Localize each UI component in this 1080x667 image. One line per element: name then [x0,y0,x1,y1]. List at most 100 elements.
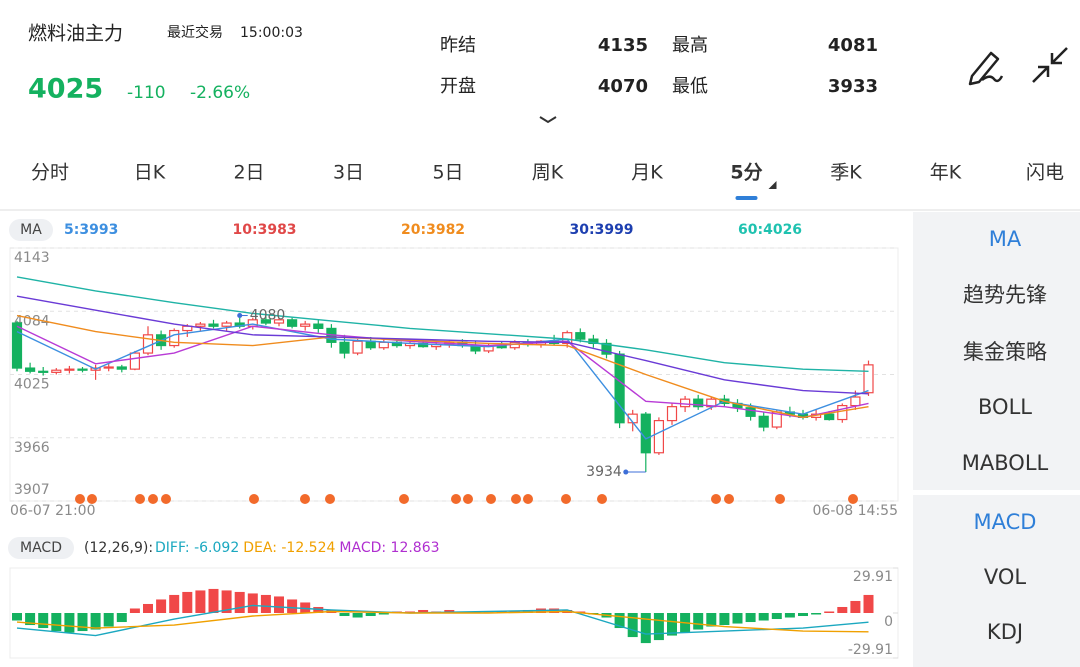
collapse-icon[interactable] [1032,47,1068,83]
ma-label: MA [20,222,42,238]
candle-body [260,319,271,324]
macd-bar [247,593,258,613]
side-menu-divider [913,490,1080,495]
price-change-pct: -2.66% [190,83,250,103]
stat-label: 最低 [672,76,708,97]
signal-dot [511,494,521,504]
price-change: -110 [127,83,166,103]
macd-bar [745,613,756,623]
candle-body [129,352,140,370]
candle-body [208,323,219,327]
stat-value: 4081 [828,35,878,56]
candle-body [38,370,49,373]
ma-line [16,295,869,395]
ma-line [16,276,869,372]
indicator-option[interactable]: BOLL [978,395,1032,419]
stat-label: 开盘 [440,76,476,97]
indicator-option[interactable]: MACD [974,510,1037,534]
candle-body [77,368,88,371]
period-tab[interactable]: 5日 [432,162,463,184]
candle-body [824,413,835,421]
candle-body [103,366,114,369]
indicator-option[interactable]: MA [989,227,1022,251]
indicator-option[interactable]: MABOLL [962,451,1049,475]
macd-bar [798,613,808,617]
macd-bar [51,613,62,632]
candle-body [575,332,586,340]
macd-bar [444,609,455,613]
period-tab[interactable]: 2日 [233,162,264,184]
signal-dot [848,494,858,504]
max-label: 4080 [250,308,286,324]
stat-label: 最高 [672,35,708,56]
macd-bar [640,613,651,644]
period-tab[interactable]: 分时 [31,162,69,184]
period-tab[interactable]: 闪电 [1026,162,1064,184]
period-tab[interactable]: 3日 [333,162,364,184]
macd-bar [837,606,848,613]
macd-bar [667,613,677,636]
macd-bar [274,596,284,613]
ma-legend: 20:3982 [401,222,465,238]
macd-bar [90,613,101,630]
candle-body [142,334,154,354]
ma-legend: 30:3999 [570,222,634,238]
period-tab[interactable]: 5分 [730,162,762,184]
signal-dot [597,494,607,504]
macd-bar [300,602,311,613]
period-tab[interactable]: 月K [631,162,663,184]
indicator-option[interactable]: VOL [984,565,1027,589]
macd-bar [653,613,664,641]
macd-bar [182,591,193,613]
candle-body [863,364,874,394]
signal-dot [148,494,158,504]
macd-bar [758,613,769,621]
macd-bar [693,613,704,630]
macd-bar [771,613,782,620]
candle-body [51,369,62,373]
macd-pill [8,537,74,559]
candle-body [273,319,285,324]
period-tab[interactable]: 周K [532,162,564,184]
x-time-label: 06-07 21:00 [10,503,95,519]
ma-line [16,314,869,419]
macd-bar [706,613,717,627]
signal-dot [463,494,473,504]
y-tick-label: 0 [884,614,893,630]
macd-bar [38,613,49,629]
ma-legend: 60:4026 [738,222,802,238]
macd-bar [824,611,835,613]
candle-body [588,338,599,345]
expand-chevron[interactable] [539,116,557,124]
indicator-option[interactable]: KDJ [987,620,1023,644]
macd-bar [103,613,114,627]
stat-value: 3933 [828,76,878,97]
stat-value: 4070 [598,76,648,97]
ma-legend: 5:3993 [64,222,118,238]
draw-icon[interactable] [968,51,1004,86]
macd-bar [260,594,271,613]
signal-dot [300,494,310,504]
signal-dot [75,494,85,504]
signal-dot [711,494,721,504]
indicator-option[interactable]: 集金策略 [963,340,1047,364]
macd-bar [719,613,730,626]
candle-body [378,341,389,349]
signal-dot [523,494,533,504]
dea-line [16,610,869,633]
macd-bar [313,606,324,613]
candle-body [11,322,23,369]
instrument-title: 燃料油主力 [28,23,123,45]
y-tick-label: 29.91 [853,569,893,585]
macd-bar [339,613,350,617]
candle-body [300,323,311,327]
period-tab[interactable]: 季K [830,162,862,184]
period-tab[interactable]: 日K [134,162,166,184]
signal-dot [399,494,409,504]
indicator-option[interactable]: 趋势先锋 [963,283,1047,307]
period-tab[interactable]: 年K [930,162,962,184]
macd-bar [221,590,232,613]
macd-bar [25,613,36,626]
macd-bar [732,613,743,624]
